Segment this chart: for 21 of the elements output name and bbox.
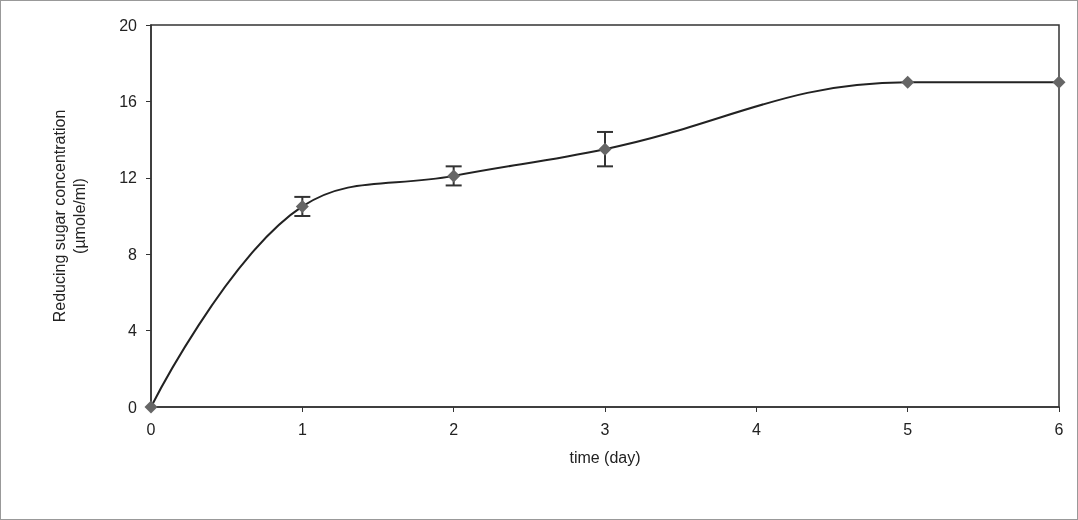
x-tick-label: 5 <box>903 420 913 438</box>
y-tick-label: 8 <box>128 245 138 263</box>
x-tick-label: 6 <box>1054 420 1064 438</box>
y-tick-label: 16 <box>119 92 138 110</box>
y-tick-label: 0 <box>128 398 138 416</box>
x-tick-label: 4 <box>751 420 761 438</box>
x-axis-title: time (day) <box>569 448 641 466</box>
y-tick-label: 12 <box>119 169 138 187</box>
y-tick-label: 4 <box>128 322 138 340</box>
x-tick-label: 3 <box>600 420 610 438</box>
y-axis-title: Reducing sugar concentration (µmole/ml) <box>50 109 88 323</box>
point <box>1052 75 1066 89</box>
point <box>901 75 915 89</box>
x-tick-label: 1 <box>297 420 307 438</box>
point <box>598 142 612 156</box>
y-tick-label: 20 <box>119 16 138 34</box>
point <box>295 199 309 213</box>
x-tick-label: 0 <box>146 420 156 438</box>
x-tick-label: 2 <box>449 420 459 438</box>
point <box>144 400 158 414</box>
point <box>447 169 461 183</box>
